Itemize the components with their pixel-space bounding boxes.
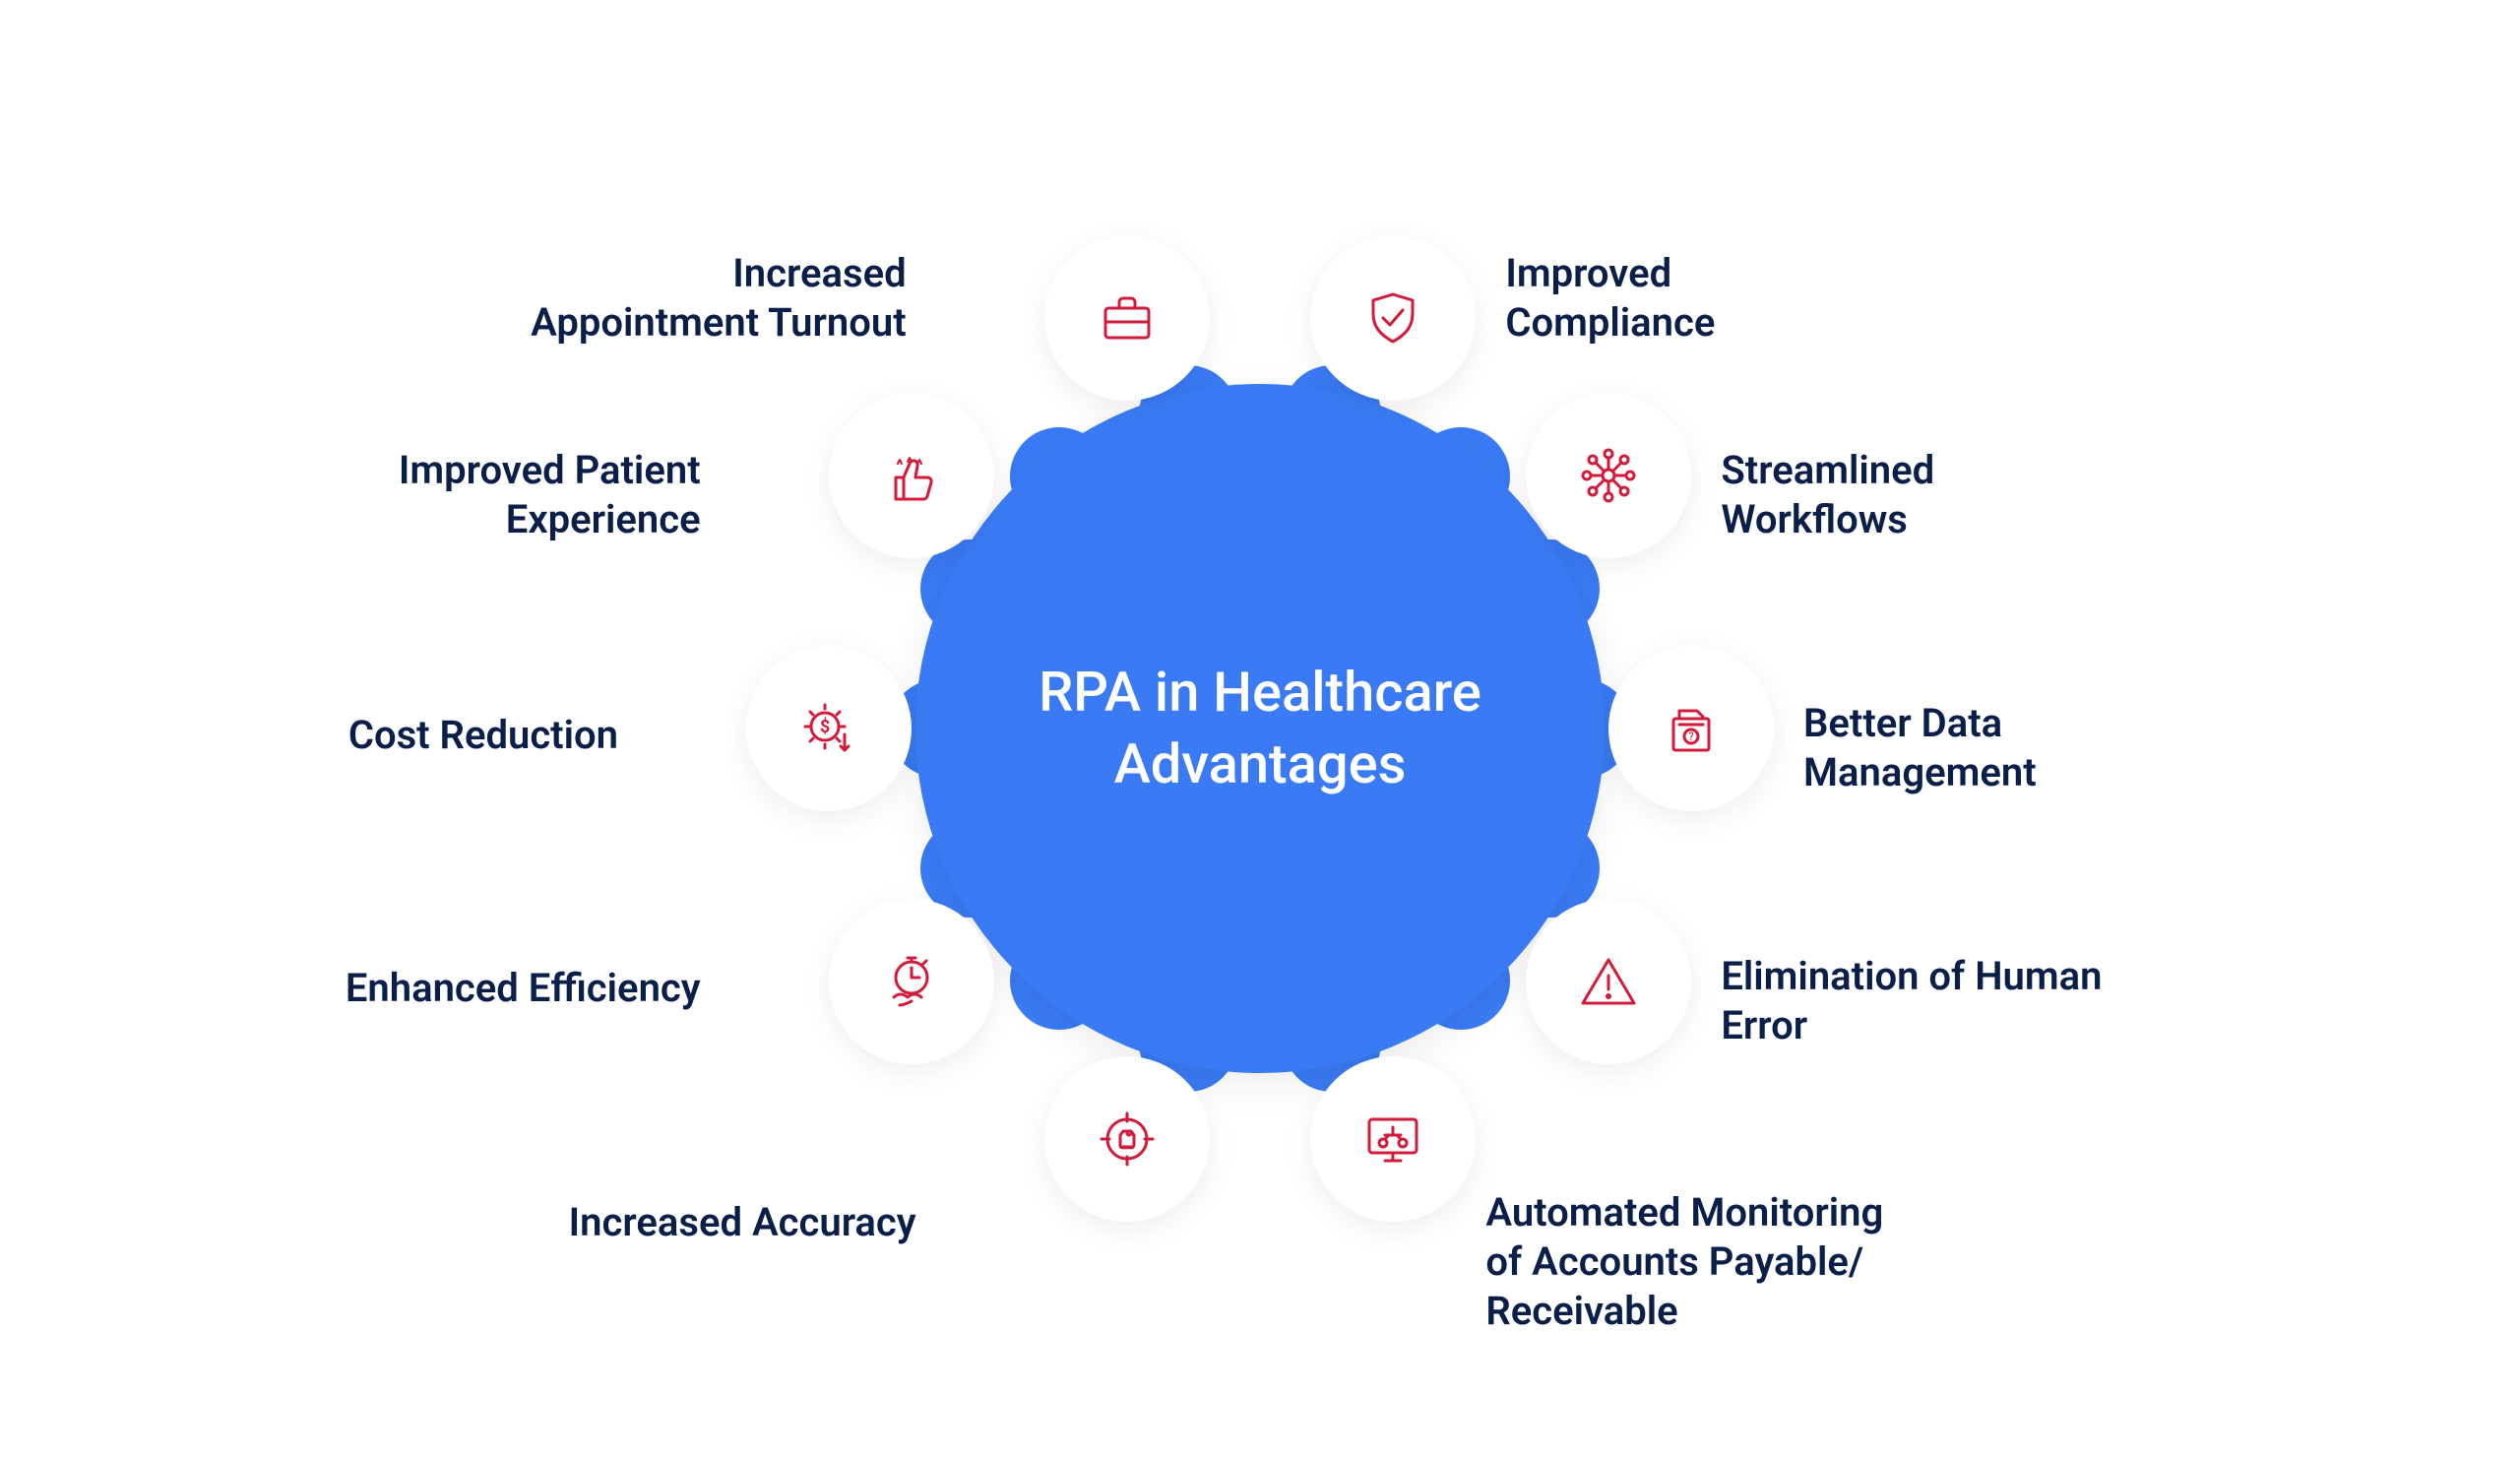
files-icon: ? (1660, 697, 1723, 760)
stopwatch-icon (880, 950, 943, 1013)
thumbs-up-icon (880, 444, 943, 507)
warning-icon (1577, 950, 1640, 1013)
node-icon-circle (1526, 393, 1691, 558)
node-label: Cost Reduction (28, 711, 618, 760)
monitor-icon (1361, 1108, 1424, 1171)
node-label: Better Data Management (1803, 699, 2394, 797)
dollar-gear-icon: $ (797, 697, 860, 760)
center-title: RPA in Healthcare Advantages (1039, 657, 1481, 800)
node-icon-circle (1526, 899, 1691, 1064)
node-label: Improved Compliance (1505, 249, 2096, 348)
node-label: Improved Patient Experience (110, 446, 701, 544)
node-label: Increased Accuracy (326, 1198, 916, 1247)
svg-text:$: $ (820, 717, 830, 737)
network-icon (1577, 444, 1640, 507)
node-icon-circle (1044, 235, 1210, 401)
node-icon-circle (1310, 235, 1476, 401)
node-label: Elimination of Human Error (1721, 952, 2311, 1050)
node-label: Enhanced Efficiency (110, 964, 701, 1013)
node-icon-circle (829, 393, 994, 558)
center-circle: RPA in Healthcare Advantages (915, 384, 1605, 1073)
node-icon-circle (1044, 1056, 1210, 1222)
diagram-canvas: RPA in Healthcare Advantages Increased A… (0, 0, 2520, 1458)
node-icon-circle: $ (746, 646, 912, 811)
briefcase-icon (1096, 286, 1159, 349)
node-icon-circle (1310, 1056, 1476, 1222)
target-icon (1096, 1108, 1159, 1171)
node-icon-circle: ? (1608, 646, 1774, 811)
node-label: Automated Monitoring of Accounts Payable… (1485, 1188, 2076, 1336)
node-label: Increased Appointment Turnout (316, 249, 907, 348)
svg-text:?: ? (1688, 729, 1694, 743)
node-label: Streamlined Workflows (1721, 446, 2311, 544)
shield-icon (1361, 286, 1424, 349)
node-icon-circle (829, 899, 994, 1064)
